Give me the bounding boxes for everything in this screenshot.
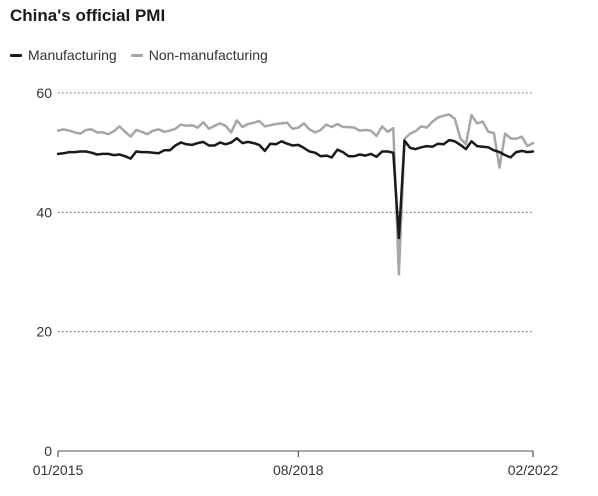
series-line-manufacturing — [56, 137, 535, 240]
chart-title: China's official PMI — [10, 6, 166, 25]
series-line-non-manufacturing — [56, 113, 535, 276]
x-tick-label: 08/2018 — [273, 462, 324, 478]
y-tick-label: 0 — [44, 443, 52, 459]
legend-label-manufacturing: Manufacturing — [28, 47, 117, 63]
legend-swatch-manufacturing — [10, 53, 22, 57]
legend-item-non-manufacturing: Non-manufacturing — [130, 47, 268, 63]
y-tick-label: 40 — [36, 204, 52, 220]
x-tick-label: 02/2022 — [508, 462, 559, 478]
y-tick-label: 60 — [36, 85, 52, 101]
x-tick-label: 01/2015 — [33, 462, 84, 478]
legend: Manufacturing Non-manufacturing — [10, 47, 268, 63]
y-tick-label: 20 — [36, 324, 52, 340]
legend-item-manufacturing: Manufacturing — [10, 47, 117, 63]
legend-swatch-non-manufacturing — [130, 53, 143, 57]
legend-label-non-manufacturing: Non-manufacturing — [148, 47, 268, 63]
